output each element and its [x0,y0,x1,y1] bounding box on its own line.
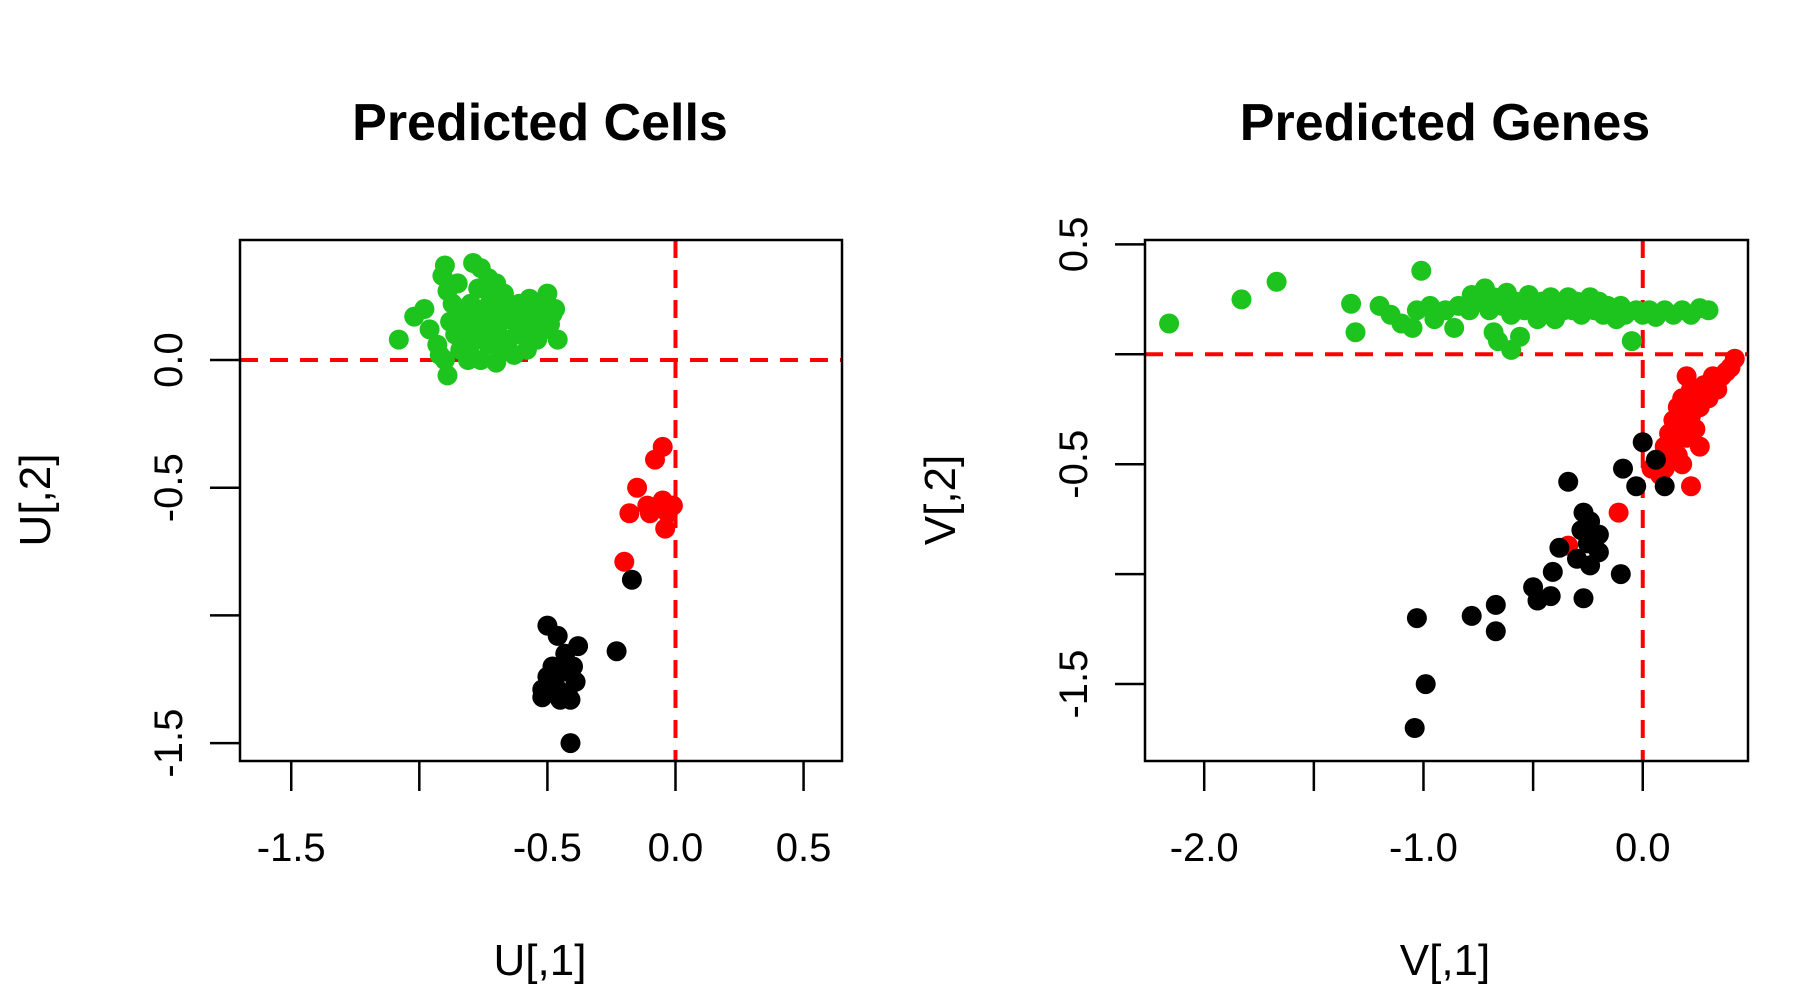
data-point-black [1549,537,1570,558]
data-point-black [1415,674,1436,695]
data-point-red [645,449,665,470]
data-point-red [1608,502,1629,523]
data-point-black [1461,605,1482,626]
data-points [388,253,683,754]
data-point-green [388,329,409,350]
x-tick-label: -0.5 [513,826,582,870]
chart-title: Predicted Genes [1240,94,1650,152]
data-point-black [1558,471,1579,492]
data-point-green [1411,260,1432,281]
data-point-black [1610,564,1631,585]
data-point-red [662,495,683,516]
x-tick-label: 0.5 [776,826,832,870]
data-point-green [1402,317,1423,338]
y-tick-label: 0.0 [147,332,191,388]
data-point-green [434,255,455,276]
data-point-red [1685,419,1706,440]
data-point-red [1689,436,1710,457]
data-point-green [1266,271,1287,292]
data-point-red [614,551,635,572]
data-point-green [1444,317,1465,338]
panel-predicted-genes: Predicted Genes V[,1] V[,2] -2.0 -1.0 0.0 … [916,94,1750,985]
chart-title: Predicted Cells [352,94,728,152]
y-tick-label: -0.5 [1052,430,1096,499]
x-axis-label: U[,1] [494,936,587,985]
panel-predicted-cells: Predicted Cells U[,1] U[,2] -1.5 -0.5 0.0 0… [11,94,844,985]
x-tick-label: -2.0 [1170,826,1239,870]
y-axis-label: V[,2] [916,455,965,546]
data-point-black [560,689,581,710]
data-point-green [419,319,440,340]
y-tick-label: -1.5 [1052,650,1096,719]
data-point-black [621,569,642,590]
plot-frame [238,238,844,763]
x-axis-label: V[,1] [1400,936,1491,985]
data-point-black [560,733,581,754]
x-tick-label: 0.0 [648,826,704,870]
data-point-green [1621,331,1642,352]
data-point-red [1681,476,1701,497]
data-point-black [1580,555,1601,576]
data-point-green [447,273,468,294]
data-points [1159,260,1745,738]
y-axis: -1.5 -0.5 0.5 [1052,217,1145,719]
y-axis: -1.5 -0.5 0.0 [147,332,240,778]
data-point-black [1485,621,1506,642]
data-point-green [493,283,514,304]
data-point-black [1485,594,1506,615]
plot-frame [1143,238,1750,763]
data-point-red [1672,454,1693,475]
data-point-black [1645,449,1666,470]
data-point-red [639,503,660,524]
x-tick-label: -1.5 [257,826,326,870]
reference-lines [240,240,842,761]
data-point-black [1654,476,1675,497]
data-point-black [606,641,627,662]
data-point-green [1231,289,1252,310]
data-point-green [545,299,566,319]
data-point-red [627,477,648,498]
data-point-black [568,636,589,657]
reference-lines [1145,240,1748,761]
data-point-black [1626,476,1647,497]
data-point-green [470,350,491,370]
y-tick-label: -0.5 [147,453,191,522]
data-point-green [437,365,458,386]
data-point-green [414,299,435,319]
data-point-red [619,503,640,524]
data-point-green [1345,322,1366,343]
data-point-black [532,687,553,708]
data-point-black [1404,718,1425,738]
data-point-green [537,283,558,304]
y-axis-label: U[,2] [11,454,60,547]
y-tick-label: 0.5 [1052,217,1096,273]
data-point-black [1613,458,1633,479]
data-point-black [1632,432,1653,453]
x-tick-label: -1.0 [1389,826,1458,870]
data-point-red [1724,348,1745,369]
x-axis: -1.5 -0.5 0.0 0.5 [257,761,832,870]
data-point-red [655,518,676,539]
data-point-black [547,625,568,646]
data-point-black [1542,561,1563,582]
y-tick-label: -1.5 [147,709,191,778]
data-point-green [1341,293,1362,314]
data-point-green [1510,326,1530,347]
x-axis: -2.0 -1.0 0.0 [1170,761,1671,870]
data-point-green [1159,313,1180,334]
data-point-black [1406,608,1427,629]
x-tick-label: 0.0 [1615,826,1671,870]
data-point-black [1540,586,1561,607]
data-point-green [547,329,568,350]
data-point-green [1698,300,1719,321]
data-point-green [434,350,455,370]
data-point-black [1573,588,1594,609]
